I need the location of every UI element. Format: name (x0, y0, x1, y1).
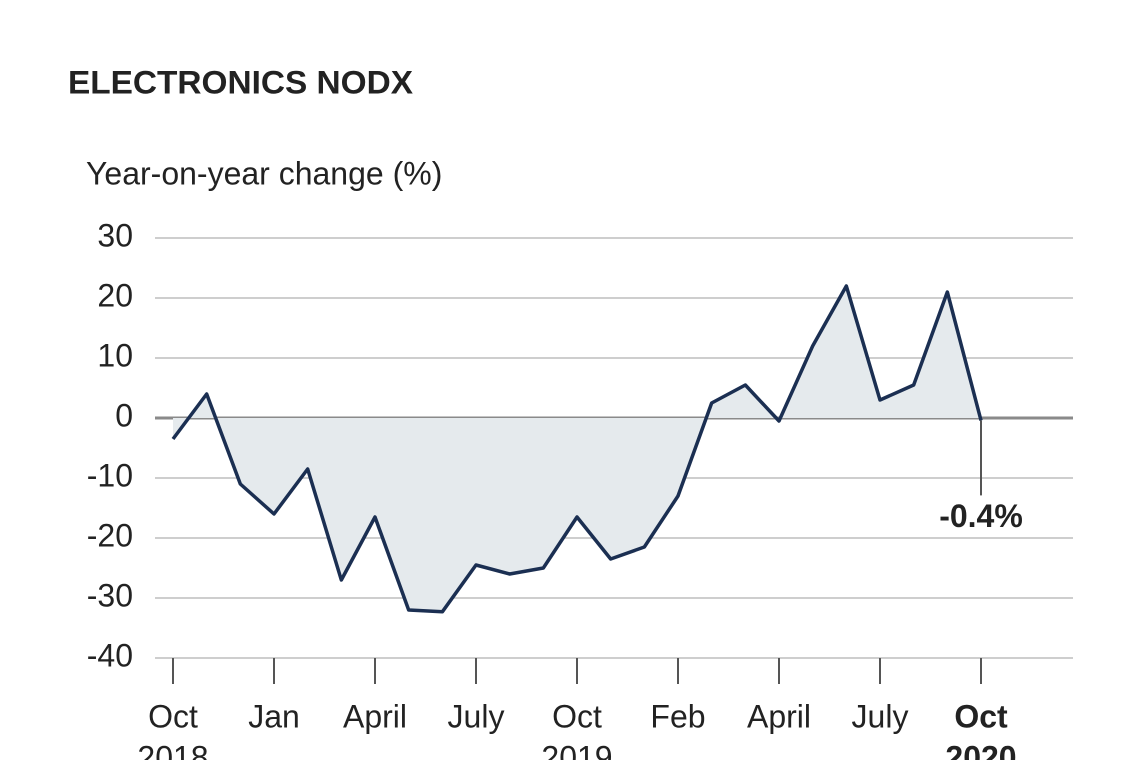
x-tick-label: July (852, 698, 909, 734)
data-line (171, 284, 983, 614)
x-tick-year: 2019 (541, 739, 612, 760)
x-tick-label: Oct (954, 698, 1008, 734)
y-tick-label: 20 (97, 277, 133, 313)
y-tick-label: -40 (87, 637, 133, 673)
area-fill (173, 286, 981, 612)
y-tick-label: -20 (87, 517, 133, 553)
x-tick-label: April (747, 698, 811, 734)
chart-title: ELECTRONICS NODX (68, 64, 414, 100)
y-axis-label: Year-on-year change (%) (86, 155, 442, 191)
x-tick-year: 2020 (945, 739, 1016, 760)
x-tick-label: Oct (552, 698, 602, 734)
y-tick-label: -30 (87, 577, 133, 613)
x-tick-year: 2018 (137, 739, 208, 760)
x-tick-label: July (448, 698, 505, 734)
y-tick-label: 10 (97, 337, 133, 373)
x-tick-label: April (343, 698, 407, 734)
value-label: -0.4% (939, 498, 1023, 534)
y-tick-label: -10 (87, 457, 133, 493)
x-tick-label: Jan (248, 698, 300, 734)
x-tick-label: Oct (148, 698, 198, 734)
y-tick-label: 0 (115, 397, 133, 433)
x-tick-label: Feb (650, 698, 705, 734)
y-tick-label: 30 (97, 217, 133, 253)
